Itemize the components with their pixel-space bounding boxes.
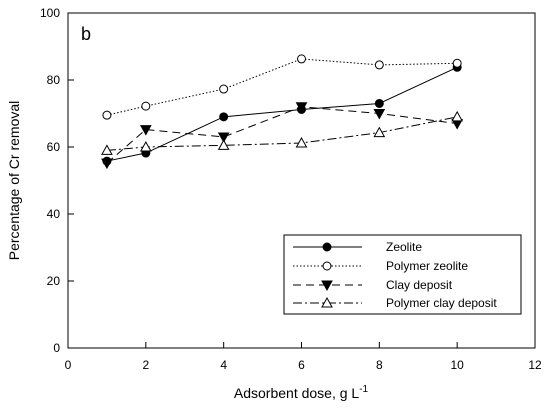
x-axis-title-main: Adsorbent dose, g L — [234, 385, 360, 401]
x-tick-label: 8 — [376, 358, 383, 372]
legend-entry: Clay deposit — [293, 278, 453, 292]
y-tick-label: 20 — [47, 274, 61, 288]
data-point — [374, 60, 384, 70]
legend-label: Polymer zeolite — [386, 259, 468, 273]
series-line — [106, 58, 458, 116]
data-point — [322, 261, 332, 271]
series-polymer-zeolite — [102, 54, 462, 120]
legend-entry: Polymer zeolite — [293, 259, 468, 273]
series-clay-deposit — [101, 102, 464, 170]
data-point — [321, 280, 333, 292]
y-tick-label: 0 — [53, 341, 60, 355]
series-line — [106, 116, 458, 151]
y-tick-label: 100 — [40, 6, 60, 20]
panel-label: b — [81, 24, 91, 44]
legend: Zeolite Polymer zeolite Clay deposit Polyme… — [283, 234, 522, 315]
data-point — [297, 54, 306, 64]
series-line — [106, 106, 458, 164]
data-point — [219, 84, 229, 94]
y-tick-label: 60 — [47, 140, 61, 154]
data-point — [452, 58, 462, 68]
data-point — [217, 132, 230, 143]
x-tick-label: 6 — [298, 358, 305, 372]
legend-label: Polymer clay deposit — [386, 296, 497, 310]
data-point — [219, 112, 229, 122]
x-axis-title-superscript: -1 — [359, 384, 368, 395]
x-tick-label: 0 — [65, 358, 72, 372]
y-tick-label: 80 — [47, 73, 61, 87]
data-point — [141, 101, 151, 111]
x-tick-label: 4 — [220, 358, 227, 372]
series-layer — [101, 54, 464, 170]
y-axis-title: Percentage of Cr removal — [6, 101, 22, 261]
legend-entry: Zeolite — [293, 240, 422, 254]
legend-entries: Zeolite Polymer zeolite Clay deposit Polyme… — [293, 240, 497, 310]
data-point — [101, 158, 113, 170]
data-point — [101, 144, 113, 155]
x-tick-label: 10 — [450, 358, 464, 372]
x-tick-label: 2 — [142, 358, 149, 372]
data-point — [295, 102, 308, 113]
series-polymer-clay-deposit — [101, 110, 464, 155]
data-point — [451, 110, 464, 122]
y-tick-label: 40 — [47, 207, 61, 221]
x-axis-title: Adsorbent dose, g L-1 — [234, 384, 369, 401]
legend-entry: Polymer clay deposit — [293, 296, 497, 310]
data-point — [139, 125, 152, 136]
data-point — [321, 296, 333, 308]
data-point — [217, 139, 230, 150]
data-point — [373, 109, 386, 120]
data-point — [295, 136, 308, 148]
x-tick-label: 12 — [528, 358, 542, 372]
data-point — [373, 126, 386, 138]
data-point — [374, 98, 384, 108]
data-point — [322, 242, 332, 252]
axis-ticks: 0 2 4 6 8 10 12 0 20 40 60 80 100 — [40, 6, 542, 372]
data-point — [139, 140, 152, 152]
data-point — [102, 110, 112, 120]
legend-label: Clay deposit — [386, 278, 453, 292]
series-zeolite — [102, 62, 462, 166]
series-line — [106, 66, 458, 162]
legend-label: Zeolite — [386, 240, 422, 254]
